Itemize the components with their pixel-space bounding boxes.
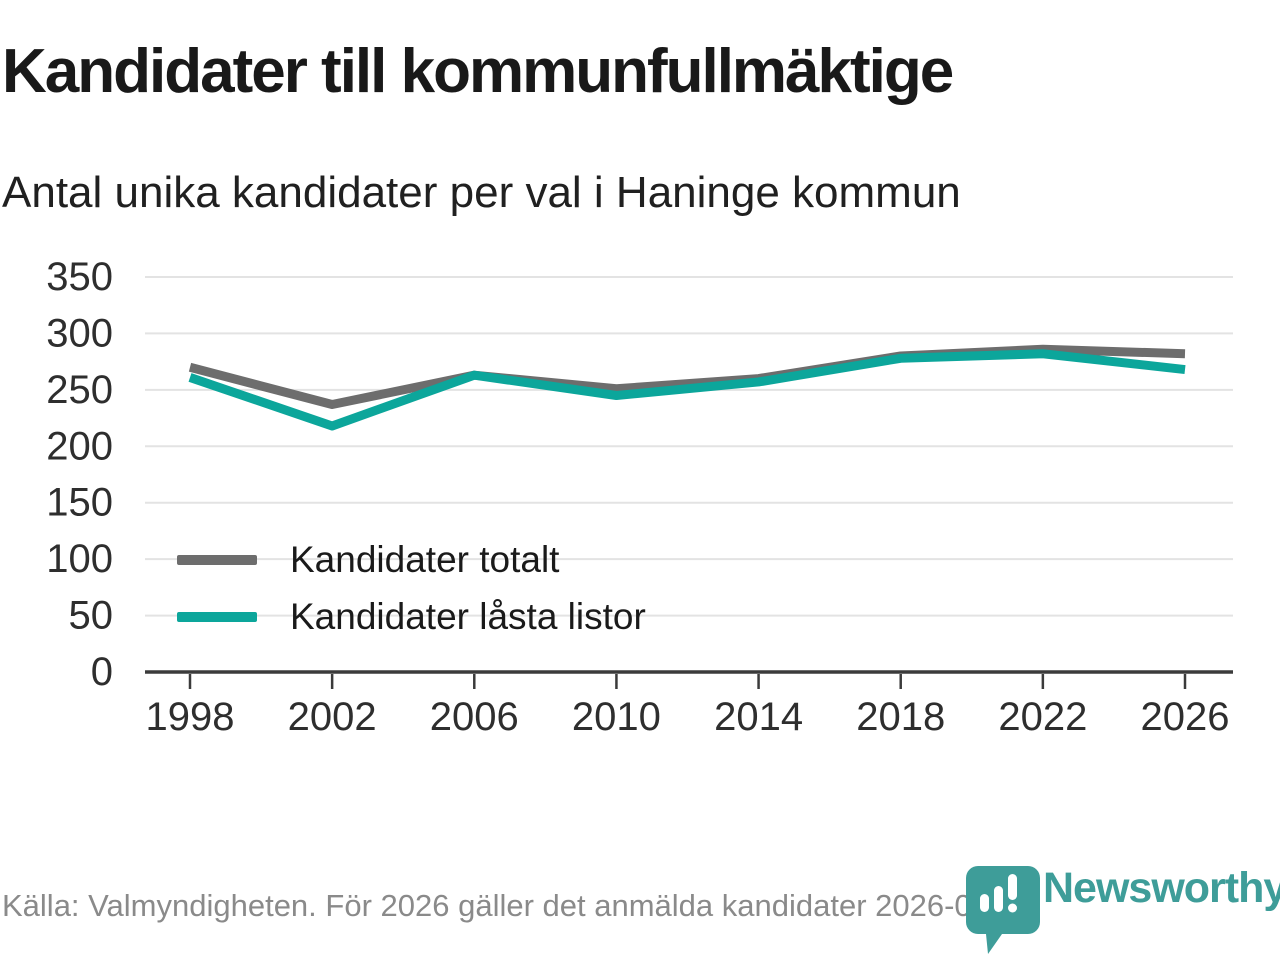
legend-label: Kandidater låsta listor [290, 596, 646, 637]
line-chart: 0 50 100 150 200 250 300 350 1998 2002 2006 2010 201… [46, 255, 1233, 739]
y-tick-label: 100 [46, 537, 113, 581]
x-tick-label: 2002 [288, 695, 377, 739]
exclamation-dot [1008, 903, 1017, 913]
x-tick-label: 1998 [146, 695, 235, 739]
series-line-kandidater-l-sta-listor [188, 349, 1186, 431]
legend-label: Kandidater totalt [290, 539, 560, 580]
source-note: Källa: Valmyndigheten. För 2026 gäller d… [2, 888, 1043, 923]
y-tick-label: 250 [46, 368, 113, 412]
x-tick-label: 2006 [430, 695, 519, 739]
pin-shape [966, 866, 1040, 954]
chart-legend: Kandidater totalt Kandidater låsta listo… [177, 539, 646, 654]
x-tick-label: 2010 [572, 695, 661, 739]
bar-tall [1008, 874, 1017, 900]
legend-swatch-gray [177, 555, 257, 565]
bar-chart-pin-icon [966, 866, 1040, 954]
x-tick-label: 2018 [856, 695, 945, 739]
page-title: Kandidater till kommunfullmäktige [2, 37, 954, 106]
bar-small [980, 894, 989, 912]
page-subtitle: Antal unika kandidater per val i Haninge… [2, 168, 961, 217]
x-tick-label: 2022 [998, 695, 1087, 739]
legend-item-kandidater-totalt: Kandidater totalt [177, 539, 646, 580]
x-tick-label: 2026 [1141, 695, 1230, 739]
y-tick-label: 200 [46, 424, 113, 468]
bar-medium [994, 886, 1003, 912]
y-tick-label: 300 [46, 311, 113, 355]
y-tick-label: 50 [69, 594, 114, 638]
legend-swatch-teal [177, 612, 257, 622]
x-tick-label: 2014 [714, 695, 803, 739]
newsworthy-wordmark: Newsworthy [1043, 864, 1280, 912]
y-tick-label: 350 [46, 255, 113, 299]
y-tick-label: 150 [46, 481, 113, 525]
y-tick-label: 0 [91, 650, 113, 694]
legend-item-kandidater-lasta-listor: Kandidater låsta listor [177, 596, 646, 637]
